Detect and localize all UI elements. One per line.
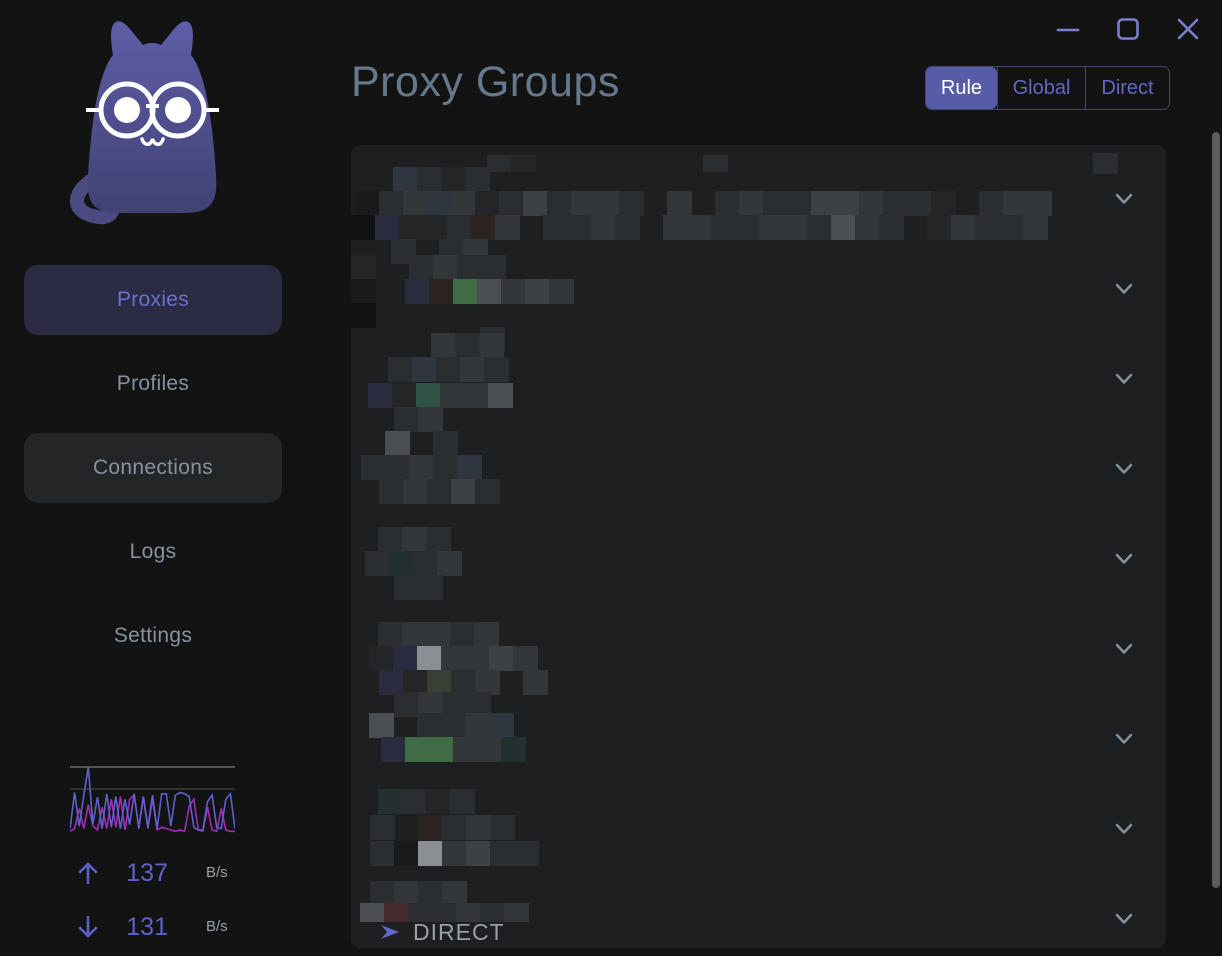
sidebar-item-logs[interactable]: Logs xyxy=(129,540,177,563)
upload-stat: 137 B/s xyxy=(70,858,240,888)
proxy-group-row[interactable] xyxy=(351,627,1166,675)
proxy-groups-panel: DIRECT xyxy=(351,145,1166,948)
scrollbar-thumb[interactable] xyxy=(1212,132,1220,888)
download-speed-unit: B/s xyxy=(206,918,228,935)
proxy-group-row[interactable] xyxy=(351,447,1166,495)
chevron-down-icon xyxy=(1115,463,1133,474)
download-stat: 131 B/s xyxy=(70,912,240,942)
proxy-group-row[interactable] xyxy=(351,717,1166,765)
chevron-down-icon xyxy=(1115,373,1133,384)
close-button[interactable] xyxy=(1168,8,1208,50)
traffic-graph xyxy=(70,766,235,833)
mode-button-global[interactable]: Global xyxy=(997,67,1085,109)
chevron-down-icon xyxy=(1115,193,1133,204)
cat-logo xyxy=(70,21,219,225)
chevron-down-icon xyxy=(1115,553,1133,564)
chevron-down-icon xyxy=(1115,643,1133,654)
page-title: Proxy Groups xyxy=(351,58,620,106)
sidebar: Proxies Profiles Connections Logs Settings 1… xyxy=(0,0,305,956)
chevron-down-icon xyxy=(1115,913,1133,924)
sidebar-item-settings[interactable]: Settings xyxy=(113,624,193,647)
upload-speed-unit: B/s xyxy=(206,864,228,881)
sidebar-item-profiles[interactable]: Profiles xyxy=(116,372,190,395)
mode-button-rule[interactable]: Rule xyxy=(926,67,997,109)
cat-glasses xyxy=(86,81,219,139)
proxy-group-row[interactable] xyxy=(351,537,1166,585)
maximize-button[interactable] xyxy=(1108,8,1148,50)
outbound-mode-switch: Rule Global Direct xyxy=(925,66,1170,110)
maximize-icon xyxy=(1117,18,1139,40)
proxy-group-row[interactable] xyxy=(351,357,1166,405)
upload-line xyxy=(70,766,235,831)
selected-arrow-icon xyxy=(381,925,399,939)
upload-speed-value: 137 xyxy=(126,859,168,887)
chevron-down-icon xyxy=(1115,283,1133,294)
proxy-group-row[interactable] xyxy=(351,897,1166,945)
proxy-group-row[interactable] xyxy=(351,177,1166,225)
direct-label: DIRECT xyxy=(413,918,505,945)
proxy-item-direct[interactable]: DIRECT xyxy=(379,917,505,947)
chevron-down-icon xyxy=(1115,823,1133,834)
arrow-down-icon xyxy=(78,915,98,938)
sidebar-item-proxies[interactable]: Proxies xyxy=(24,265,282,335)
mode-button-direct[interactable]: Direct xyxy=(1085,67,1169,109)
close-icon xyxy=(1177,18,1199,40)
cat-mouth xyxy=(140,137,165,146)
download-speed-value: 131 xyxy=(126,913,168,941)
proxy-group-row[interactable] xyxy=(351,807,1166,855)
sidebar-item-connections[interactable]: Connections xyxy=(24,433,282,503)
window-controls xyxy=(1048,8,1208,50)
minimize-button[interactable] xyxy=(1048,8,1088,50)
proxy-group-row[interactable] xyxy=(351,267,1166,315)
chevron-down-icon xyxy=(1115,733,1133,744)
arrow-up-icon xyxy=(78,862,98,885)
minimize-icon xyxy=(1056,28,1080,32)
